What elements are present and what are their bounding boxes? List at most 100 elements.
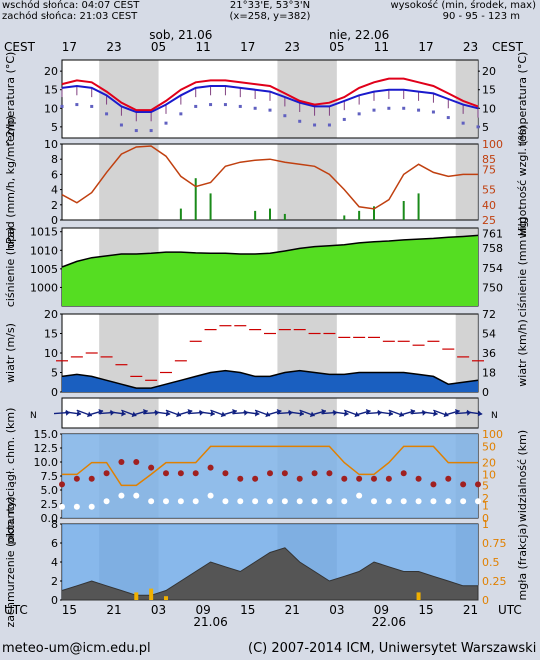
min-temp-mark [327, 123, 331, 127]
time-tick-top: 05 [329, 40, 344, 54]
tz-bottom-label: UTC [4, 603, 28, 617]
precip-tick: 6 [51, 168, 58, 181]
cloud-top-dot [400, 498, 407, 505]
coords-text: 21°33'E, 53°3'N [229, 0, 311, 11]
cloud-top-dot [281, 498, 288, 505]
cloud-base-dot [311, 470, 318, 477]
pressure-tick-right: 750 [482, 282, 503, 295]
precip-bar [209, 193, 212, 220]
cloud-base-ylabel: pion. rozciągł. chm. (km) [4, 408, 17, 545]
precip-bar [417, 193, 420, 220]
cloud-base-dot [415, 475, 422, 482]
visibility-tick: 0 [482, 512, 489, 525]
cloud-base-dot [400, 470, 407, 477]
pressure-area [62, 235, 478, 306]
night-band [99, 314, 159, 392]
cloud-base-dot [296, 475, 303, 482]
temp-tick: 15 [44, 84, 58, 97]
temp-tick-right: 20 [482, 65, 496, 78]
wind-area [62, 370, 478, 392]
wind-arrow [265, 409, 282, 416]
wind-arrow [332, 410, 349, 417]
time-tick-bottom: 15 [62, 603, 77, 617]
wind-arrow [65, 410, 82, 417]
time-tick-top: 23 [463, 40, 478, 54]
day-label-bottom: 22.06 [372, 615, 406, 629]
wind-arrow [399, 409, 416, 416]
wind-ylabel-right: wiatr (km/h) [516, 319, 529, 386]
min-temp-mark [60, 104, 64, 108]
night-band [277, 144, 337, 220]
cloud-top-dot [415, 498, 422, 505]
min-temp-mark [476, 125, 480, 129]
min-temp-mark [357, 112, 361, 116]
cloud-top-dot [326, 498, 333, 505]
wind-arrow [198, 410, 215, 417]
cloud-base-dot [192, 470, 199, 477]
time-tick-bottom: 03 [151, 603, 166, 617]
temp-tick-right: 15 [482, 84, 496, 97]
pressure-tick: 1015 [30, 226, 58, 239]
wind-arrow [154, 410, 171, 417]
fog-bar [164, 596, 168, 600]
cloud-base-dot [430, 481, 437, 488]
precip-bar [373, 206, 375, 220]
copyright-text: (C) 2007-2014 ICM, Uniwersytet Warszawsk… [248, 641, 537, 656]
pressure-ylabel-right: ciśnienie (mm Hg) [516, 217, 529, 318]
min-temp-mark [431, 110, 435, 114]
cloud-base-dot [207, 464, 214, 471]
min-temp-mark [313, 123, 317, 127]
visibility-line [62, 445, 478, 487]
wind-arrow [221, 409, 238, 416]
cloud-base-tick: 5.0 [41, 484, 59, 497]
time-tick-top: 17 [240, 40, 255, 54]
wind-arrow [109, 410, 126, 417]
time-tick-bottom: 03 [329, 603, 344, 617]
cloud-base-dot [177, 470, 184, 477]
wind-arrow [354, 409, 371, 416]
cloud-top-dot [222, 498, 229, 505]
cloud-base-tick: 0.0 [41, 512, 59, 525]
cloud-base-dot [475, 481, 481, 488]
day-label-bottom: 21.06 [193, 615, 227, 629]
min-temp-mark [446, 116, 450, 120]
min-temp-mark [417, 108, 421, 112]
cloud-base-dot [118, 459, 125, 465]
elevation-label: wysokość (min, środek, max) [390, 0, 536, 11]
cloud-cover-tick: 8 [51, 518, 58, 531]
min-temp-mark [461, 121, 465, 125]
night-band [455, 60, 478, 138]
wind-arrow [444, 409, 460, 416]
min-temp-mark [209, 103, 213, 107]
precip-bar [269, 208, 271, 220]
cloud-cover-tick: 2 [51, 575, 58, 588]
cloud-top-dot [460, 498, 467, 505]
contact-email[interactable]: meteo-um@icm.edu.pl [2, 641, 151, 656]
visibility-tick: 20 [482, 457, 496, 470]
wind-tick: 5 [51, 367, 58, 380]
temp-ylabel-left: temperatura (°C) [4, 52, 17, 147]
min-temp-mark [283, 114, 287, 118]
pressure-tick: 1005 [30, 263, 58, 276]
wind-tick: 20 [44, 308, 58, 321]
fog-tick: 0 [482, 594, 489, 607]
cloud-base-tick: 2.5 [41, 498, 59, 511]
cloud-base-dot [356, 475, 363, 482]
min-temp-mark [268, 108, 272, 112]
wind-arrow [132, 409, 148, 416]
visibility-tick: 10 [482, 468, 496, 481]
min-temp-mark [179, 112, 183, 116]
fog-bar [416, 592, 421, 600]
humidity-tick: 75 [482, 163, 496, 176]
fog-tick: 0.5 [482, 556, 500, 569]
humidity-ylabel: wilgotność wzgl. (%) [516, 126, 529, 239]
humidity-tick: 100 [482, 138, 503, 151]
pressure-line [61, 234, 479, 268]
cloud-top-dot [252, 498, 259, 505]
min-temp-mark [387, 106, 391, 110]
cloud-top-dot [356, 492, 363, 499]
wind-arrow [176, 409, 193, 416]
cloud-top-dot [163, 498, 169, 505]
cloud-top-dot [385, 498, 392, 505]
wind-arrow [287, 410, 305, 417]
